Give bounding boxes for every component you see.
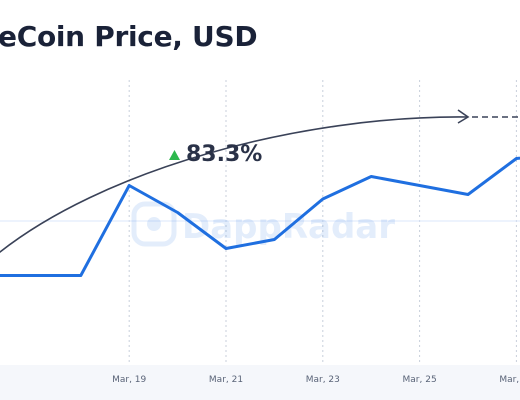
chart-area [0, 78, 520, 400]
trend-arrow [0, 109, 520, 254]
x-axis-ticks: Mar, 19 Mar, 21 Mar, 23 Mar, 25 Mar, 27 [112, 375, 520, 385]
trend-arrowhead [457, 109, 470, 124]
x-tick-label: Mar, 27 [499, 375, 520, 385]
x-tick-label: Mar, 23 [306, 375, 340, 385]
chart-header: eCoin Price, USD [0, 0, 520, 79]
change-percent: 83.3% [186, 142, 262, 167]
x-tick-label: Mar, 19 [112, 375, 146, 385]
up-arrow-icon [169, 150, 180, 160]
x-tick-label: Mar, 25 [403, 375, 437, 385]
price-line [0, 156, 520, 277]
chart-title: eCoin Price, USD [0, 20, 258, 53]
gridlines [128, 80, 517, 364]
x-tick-label: Mar, 21 [209, 375, 243, 385]
x-axis-band [0, 365, 520, 400]
change-annotation: 83.3% [169, 142, 262, 167]
dappradar-logo-icon [131, 201, 177, 247]
trend-curve [0, 116, 469, 254]
